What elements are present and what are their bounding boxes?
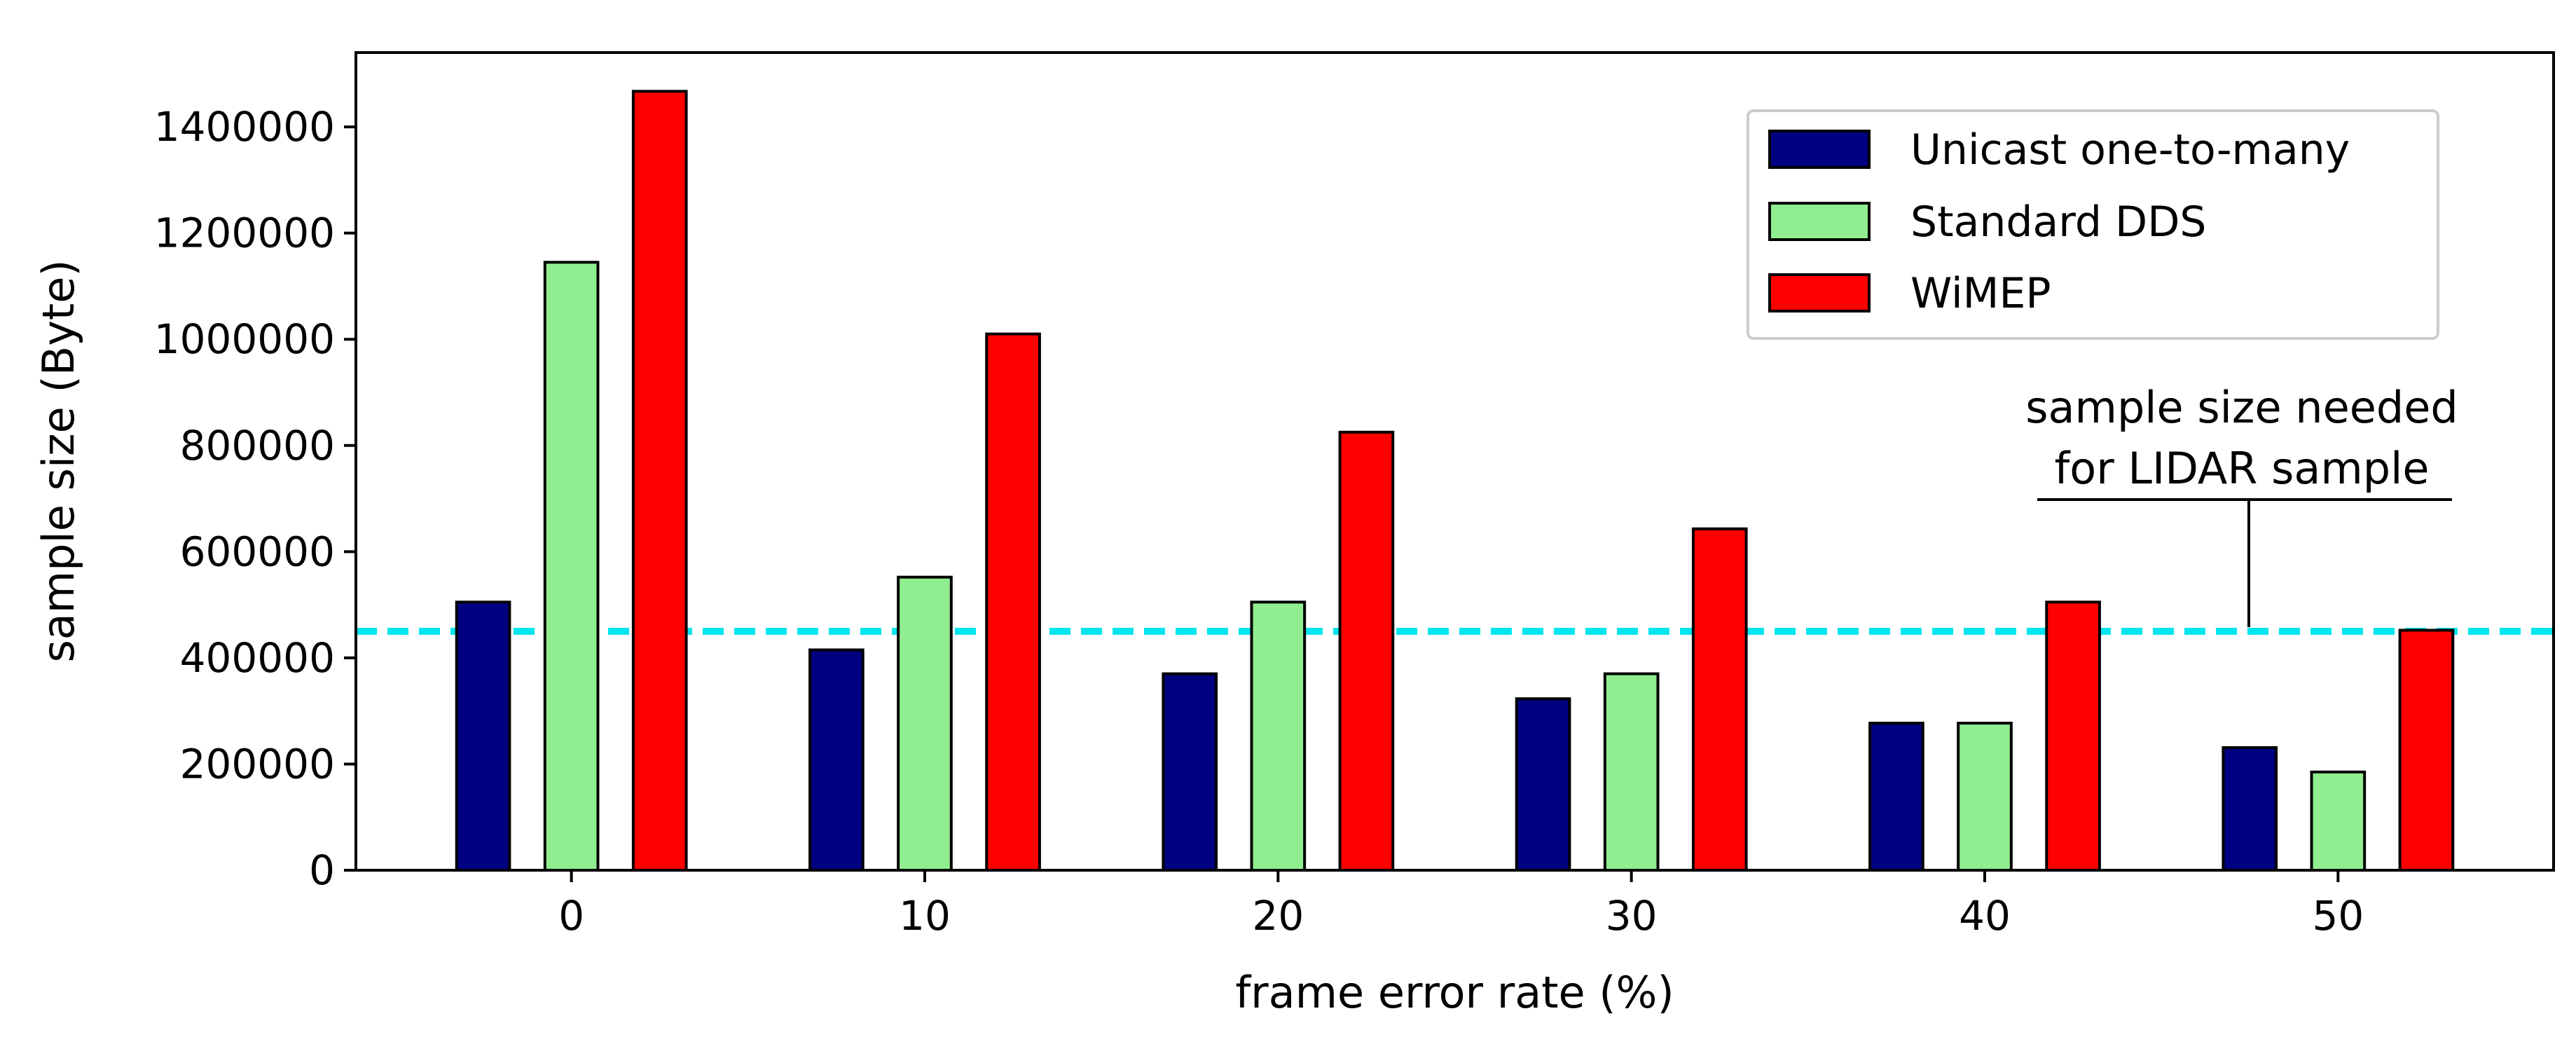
- x-tick-label: 40: [1959, 892, 2011, 940]
- y-tick-label: 800000: [180, 422, 335, 469]
- x-tick-label: 20: [1252, 892, 1304, 940]
- bar-wimep-30: [1691, 527, 1748, 872]
- legend-swatch-wimep: [1768, 273, 1871, 312]
- y-tick-label: 400000: [180, 634, 335, 682]
- y-axis-title: sample size (Byte): [33, 259, 84, 662]
- bar-unicast-one-to-many-50: [2222, 746, 2278, 872]
- y-tick-label: 0: [309, 846, 335, 894]
- x-tick-label: 30: [1606, 892, 1658, 940]
- bars-layer: [455, 90, 2455, 872]
- x-tick-label: 0: [558, 892, 584, 940]
- lidar-annotation: sample size needed for LIDAR sample: [2025, 382, 2458, 627]
- legend-swatch-standard-dds: [1768, 202, 1871, 241]
- legend-swatch-unicast-one-to-many: [1768, 130, 1871, 169]
- legend-label: Standard DDS: [1910, 198, 2207, 247]
- bar-unicast-one-to-many-10: [808, 648, 865, 872]
- bar-standard-dds-10: [897, 575, 953, 872]
- legend-label: Unicast one-to-many: [1910, 125, 2350, 174]
- annotation-line-1: sample size needed: [2025, 382, 2458, 433]
- legend: Unicast one-to-many Standard DDS WiMEP: [1747, 109, 2439, 340]
- bar-wimep-20: [1338, 430, 1395, 872]
- y-tick-label: 200000: [180, 740, 335, 788]
- bar-wimep-50: [2398, 629, 2455, 872]
- x-tick-label: 50: [2312, 892, 2364, 940]
- bar-standard-dds-20: [1250, 600, 1307, 872]
- x-axis: 0 10 20 30 40 50: [558, 870, 2364, 940]
- y-tick-label: 1400000: [154, 103, 335, 151]
- legend-label: WiMEP: [1910, 269, 2051, 318]
- bar-standard-dds-40: [1957, 722, 2013, 872]
- bar-wimep-10: [985, 332, 1041, 872]
- bar-unicast-one-to-many-40: [1868, 722, 1924, 872]
- y-tick-label: 600000: [180, 528, 335, 575]
- x-tick-label: 10: [899, 892, 951, 940]
- legend-box: [1747, 109, 2439, 340]
- y-tick-label: 1200000: [154, 210, 335, 257]
- annotation-line-2: for LIDAR sample: [2054, 443, 2429, 494]
- bar-unicast-one-to-many-0: [455, 600, 511, 872]
- bar-wimep-0: [631, 90, 688, 872]
- y-tick-label: 1000000: [154, 315, 335, 363]
- bar-standard-dds-0: [543, 261, 600, 872]
- bar-standard-dds-30: [1603, 672, 1660, 872]
- y-axis: 0 200000 400000 600000 800000 1000000 1200000 1…: [154, 103, 356, 894]
- bar-standard-dds-50: [2310, 770, 2367, 872]
- plot-frame: [354, 51, 2555, 872]
- bar-unicast-one-to-many-20: [1162, 672, 1218, 872]
- bar-unicast-one-to-many-30: [1515, 697, 1571, 872]
- bar-wimep-40: [2045, 600, 2101, 872]
- x-axis-title: frame error rate (%): [1235, 967, 1674, 1018]
